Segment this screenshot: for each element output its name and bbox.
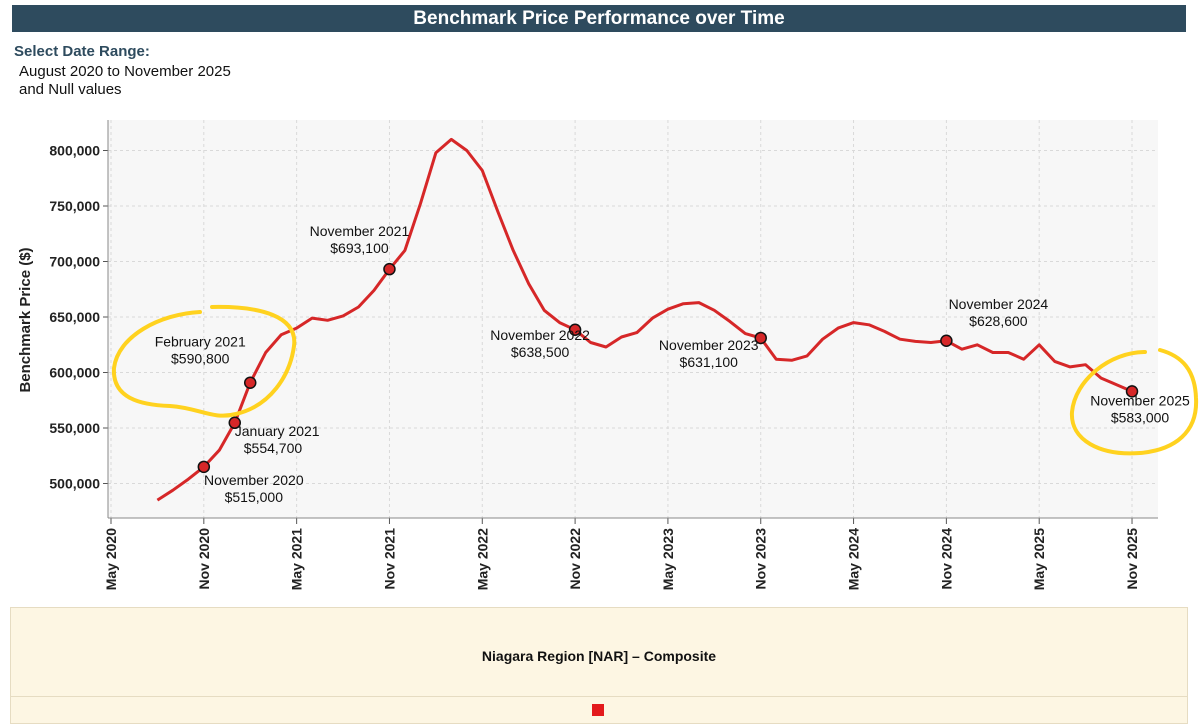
data-label-price: $515,000 bbox=[225, 489, 284, 505]
data-label-date: November 2024 bbox=[949, 296, 1049, 312]
data-label-price: $631,100 bbox=[680, 354, 739, 370]
y-axis-label: Benchmark Price ($) bbox=[17, 247, 34, 392]
y-tick-label: 600,000 bbox=[49, 365, 100, 381]
data-label-date: November 2022 bbox=[490, 327, 590, 343]
data-label-price: $628,600 bbox=[969, 313, 1028, 329]
data-label-date: November 2025 bbox=[1090, 392, 1190, 408]
x-tick-label: Nov 2021 bbox=[381, 528, 397, 590]
x-tick-label: May 2020 bbox=[103, 528, 119, 590]
date-range-heading: Select Date Range: bbox=[14, 43, 150, 60]
legend-panel: Niagara Region [NAR] – Composite bbox=[10, 607, 1188, 724]
x-tick-label: May 2025 bbox=[1031, 528, 1047, 590]
highlight-circle-feb-2021 bbox=[111, 304, 297, 418]
y-tick-label: 650,000 bbox=[49, 309, 100, 325]
data-point-marker bbox=[228, 416, 242, 430]
data-label-date: February 2021 bbox=[155, 334, 246, 350]
chart-title-bar: Benchmark Price Performance over Time bbox=[12, 5, 1186, 32]
data-label-price: $554,700 bbox=[244, 440, 303, 456]
x-tick-label: Nov 2025 bbox=[1124, 528, 1140, 590]
x-tick-label: Nov 2022 bbox=[567, 528, 583, 590]
legend-swatch[interactable] bbox=[592, 704, 604, 716]
data-label-date: November 2023 bbox=[659, 337, 759, 353]
data-point-marker bbox=[568, 323, 582, 337]
legend-series-label: Niagara Region [NAR] – Composite bbox=[481, 648, 717, 664]
x-tick-label: May 2024 bbox=[846, 528, 862, 590]
data-label-price: $693,100 bbox=[330, 240, 389, 256]
data-label-date: November 2020 bbox=[204, 472, 304, 488]
data-label-date: November 2021 bbox=[310, 223, 410, 239]
data-point-marker bbox=[383, 262, 396, 276]
x-tick-label: Nov 2023 bbox=[753, 528, 769, 590]
x-tick-label: May 2023 bbox=[660, 528, 676, 590]
data-label-price: $590,800 bbox=[171, 351, 230, 367]
data-point-marker bbox=[243, 376, 257, 389]
y-tick-label: 750,000 bbox=[49, 198, 100, 214]
y-tick-label: 800,000 bbox=[49, 143, 100, 159]
data-point-marker bbox=[197, 460, 211, 474]
y-tick-label: 500,000 bbox=[49, 476, 100, 492]
date-range-null-note: and Null values bbox=[19, 81, 122, 98]
highlight-circle-nov-2025 bbox=[1069, 348, 1199, 456]
data-point-marker bbox=[1125, 385, 1139, 398]
data-label-price: $583,000 bbox=[1111, 409, 1170, 425]
data-label-date: January 2021 bbox=[235, 423, 320, 439]
price-line-chart: 500,000 550,000 600,000 650,000 700,000 750,0… bbox=[17, 120, 1199, 590]
x-tick-label: Nov 2020 bbox=[196, 528, 212, 590]
series-line bbox=[156, 137, 1133, 502]
legend-divider bbox=[11, 696, 1187, 697]
x-tick-label: May 2021 bbox=[289, 528, 305, 590]
date-range-value[interactable]: August 2020 to November 2025 bbox=[19, 63, 231, 80]
y-tick-label: 700,000 bbox=[49, 254, 100, 270]
y-tick-label: 550,000 bbox=[49, 420, 100, 436]
data-point-marker bbox=[940, 334, 953, 348]
data-point-marker bbox=[754, 331, 767, 345]
x-tick-label: May 2022 bbox=[474, 528, 490, 590]
x-tick-label: Nov 2024 bbox=[938, 528, 954, 590]
data-label-price: $638,500 bbox=[511, 344, 570, 360]
